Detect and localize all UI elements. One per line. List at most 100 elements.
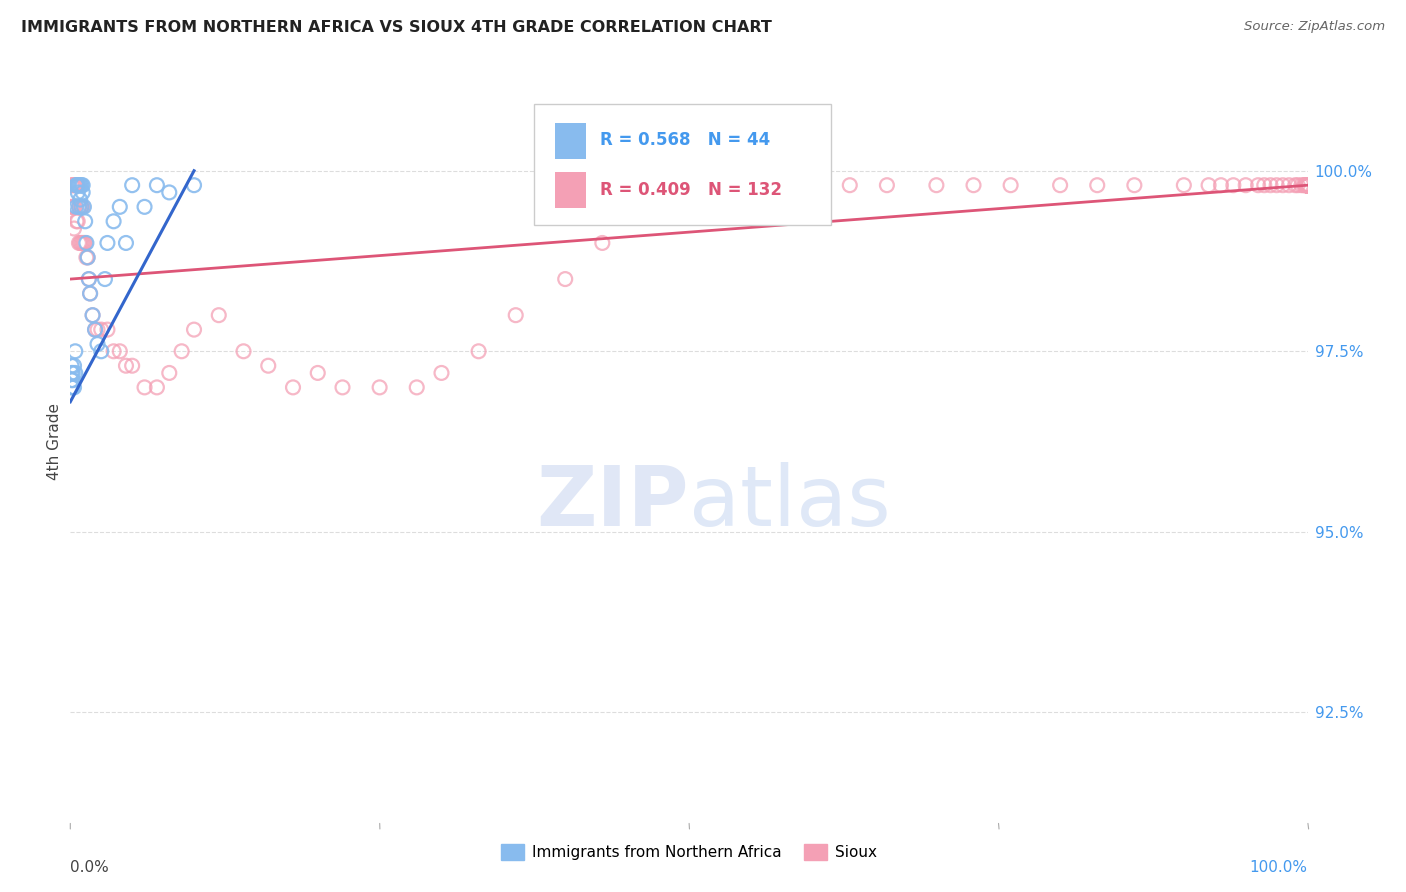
Point bbox=[1296, 178, 1319, 193]
Point bbox=[1296, 178, 1319, 193]
Point bbox=[108, 200, 131, 214]
Point bbox=[121, 178, 143, 193]
Point bbox=[1173, 178, 1195, 193]
Point bbox=[1296, 178, 1319, 193]
Text: IMMIGRANTS FROM NORTHERN AFRICA VS SIOUX 4TH GRADE CORRELATION CHART: IMMIGRANTS FROM NORTHERN AFRICA VS SIOUX… bbox=[21, 20, 772, 35]
Point bbox=[121, 359, 143, 373]
Point bbox=[86, 323, 108, 337]
Point bbox=[505, 308, 527, 322]
Point bbox=[1296, 178, 1319, 193]
Point bbox=[82, 308, 104, 322]
Point bbox=[76, 251, 98, 265]
Point bbox=[94, 272, 117, 286]
Point bbox=[67, 200, 90, 214]
Point bbox=[1296, 178, 1319, 193]
Point bbox=[67, 200, 90, 214]
Point bbox=[75, 235, 97, 250]
Point bbox=[1260, 178, 1282, 193]
Point bbox=[1296, 178, 1319, 193]
Point bbox=[1291, 178, 1313, 193]
Point bbox=[65, 366, 87, 380]
Point bbox=[60, 366, 83, 380]
Point bbox=[62, 200, 84, 214]
Point bbox=[90, 344, 112, 359]
Point bbox=[1296, 178, 1319, 193]
Point bbox=[65, 214, 87, 228]
Point bbox=[183, 323, 205, 337]
Point bbox=[1296, 178, 1319, 193]
Point bbox=[134, 380, 156, 394]
Point bbox=[1000, 178, 1022, 193]
Point bbox=[1296, 178, 1319, 193]
Point bbox=[1265, 178, 1288, 193]
Point bbox=[70, 200, 93, 214]
Point bbox=[65, 200, 87, 214]
Text: ZIP: ZIP bbox=[537, 462, 689, 542]
Point bbox=[1296, 178, 1319, 193]
Point bbox=[232, 344, 254, 359]
Point bbox=[115, 235, 138, 250]
Point bbox=[69, 235, 91, 250]
Text: R = 0.568   N = 44: R = 0.568 N = 44 bbox=[600, 131, 770, 149]
Point bbox=[430, 366, 453, 380]
Point bbox=[82, 308, 104, 322]
Point bbox=[1296, 178, 1319, 193]
Point bbox=[1253, 178, 1275, 193]
Point bbox=[79, 286, 101, 301]
Point bbox=[257, 359, 280, 373]
Point bbox=[60, 380, 83, 394]
Point bbox=[79, 286, 101, 301]
Point bbox=[60, 359, 83, 373]
FancyBboxPatch shape bbox=[534, 104, 831, 226]
Point bbox=[73, 235, 96, 250]
Point bbox=[1278, 178, 1301, 193]
Point bbox=[72, 178, 94, 193]
Point bbox=[1296, 178, 1319, 193]
Point bbox=[72, 200, 94, 214]
Point bbox=[70, 178, 93, 193]
Point bbox=[157, 366, 180, 380]
Point bbox=[1296, 178, 1319, 193]
Point bbox=[1296, 178, 1319, 193]
Point bbox=[65, 200, 87, 214]
Point bbox=[1292, 178, 1315, 193]
Point bbox=[146, 380, 169, 394]
Text: atlas: atlas bbox=[689, 462, 890, 542]
Point bbox=[1296, 178, 1319, 193]
Point bbox=[65, 178, 87, 193]
Point bbox=[1222, 178, 1244, 193]
Point bbox=[157, 186, 180, 200]
Y-axis label: 4th Grade: 4th Grade bbox=[46, 403, 62, 480]
Point bbox=[1296, 178, 1319, 193]
Point bbox=[1049, 178, 1071, 193]
Point bbox=[1295, 178, 1317, 193]
Point bbox=[752, 178, 775, 193]
Point bbox=[76, 251, 98, 265]
Point bbox=[678, 178, 700, 193]
Point bbox=[307, 366, 329, 380]
Point bbox=[1296, 178, 1319, 193]
Point bbox=[1295, 178, 1317, 193]
Point bbox=[77, 272, 100, 286]
Point bbox=[70, 200, 93, 214]
Point bbox=[1296, 178, 1319, 193]
Point bbox=[72, 235, 94, 250]
Point bbox=[208, 308, 231, 322]
Point bbox=[63, 380, 86, 394]
Point bbox=[75, 251, 97, 265]
FancyBboxPatch shape bbox=[555, 171, 586, 208]
Point bbox=[838, 178, 860, 193]
Point bbox=[67, 235, 90, 250]
Point bbox=[62, 366, 84, 380]
Point bbox=[405, 380, 427, 394]
Point bbox=[1296, 178, 1319, 193]
Text: 100.0%: 100.0% bbox=[1250, 860, 1308, 874]
Point bbox=[146, 178, 169, 193]
Point bbox=[77, 272, 100, 286]
Text: R = 0.409   N = 132: R = 0.409 N = 132 bbox=[600, 181, 782, 199]
Point bbox=[1209, 178, 1232, 193]
Point bbox=[1296, 178, 1319, 193]
Point bbox=[73, 200, 96, 214]
Point bbox=[60, 200, 83, 214]
Point bbox=[96, 323, 118, 337]
